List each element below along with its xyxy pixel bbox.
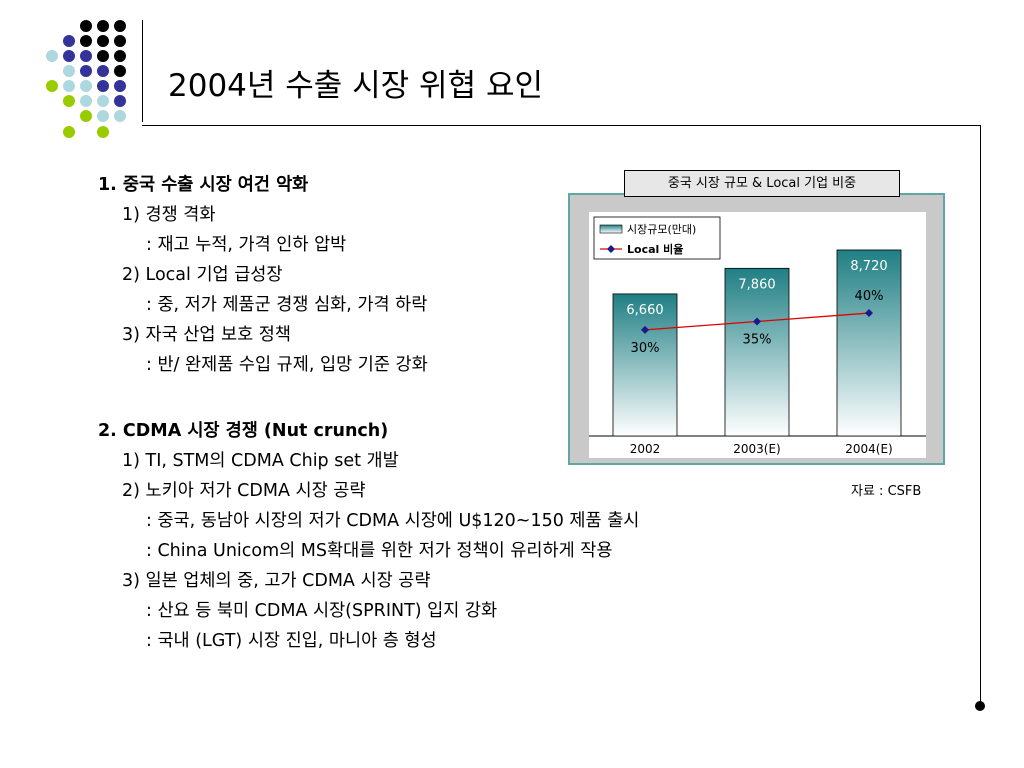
- logo-dot: [97, 80, 109, 92]
- logo-dot: [63, 50, 75, 62]
- legend-label-bar: 시장규모(만대): [627, 223, 696, 236]
- logo-dot: [80, 65, 92, 77]
- section-1-line: 2) Local 기업 급성장: [122, 265, 283, 285]
- section-1-line: 3) 자국 산업 보호 정책: [122, 325, 292, 345]
- chart-legend: [593, 216, 721, 260]
- bar-value-label: 8,720: [850, 259, 887, 274]
- section-2-line: : 중국, 동남아 시장의 저가 CDMA 시장에 U$120~150 제품 출…: [146, 511, 640, 531]
- title-divider-vertical: [142, 20, 143, 122]
- logo-dot: [46, 50, 58, 62]
- logo-dot: [97, 35, 109, 47]
- line-value-label: 30%: [631, 341, 660, 356]
- logo-dot: [97, 95, 109, 107]
- line-value-label: 35%: [743, 332, 772, 347]
- logo-dot: [114, 50, 126, 62]
- logo-dot: [63, 80, 75, 92]
- logo-dot: [80, 50, 92, 62]
- section-2-line: 3) 일본 업체의 중, 고가 CDMA 시장 공략: [122, 571, 431, 591]
- logo-dot: [80, 20, 92, 32]
- logo-dot: [114, 65, 126, 77]
- logo-dot: [63, 95, 75, 107]
- logo-dot: [63, 35, 75, 47]
- category-tick-label: 2004(E): [845, 442, 892, 456]
- section-1-line: : 반/ 완제품 수입 규제, 입망 기준 강화: [146, 355, 428, 375]
- line-marker: [865, 309, 873, 318]
- border-end-dot: [975, 701, 985, 711]
- logo-dot: [46, 80, 58, 92]
- section-2-line: : 산요 등 북미 CDMA 시장(SPRINT) 입지 강화: [146, 601, 498, 621]
- section-1-line: 1) 경쟁 격화: [122, 205, 216, 225]
- logo-dot: [97, 126, 109, 138]
- category-tick-label: 2003(E): [733, 442, 780, 456]
- chart-title: 중국 시장 규모 & Local 기업 비중: [624, 170, 900, 197]
- logo-dot: [114, 95, 126, 107]
- logo-dot: [63, 126, 75, 138]
- category-tick-label: 2002: [630, 442, 661, 456]
- section-2-line: 1) TI, STM의 CDMA Chip set 개발: [122, 451, 399, 471]
- logo-dot: [114, 20, 126, 32]
- logo-dot: [80, 35, 92, 47]
- section-2-heading: 2. CDMA 시장 경쟁 (Nut crunch): [98, 421, 389, 441]
- right-border-line: [980, 125, 981, 705]
- legend-label-line: Local 비율: [627, 242, 683, 256]
- slide-title: 2004년 수출 시장 위협 요인: [168, 68, 543, 104]
- category-axis-band: [589, 436, 926, 458]
- logo-dot: [97, 65, 109, 77]
- line-marker: [641, 325, 649, 334]
- chart: 6,660 2002 7,860 2003(E) 8,720 2004(E) 30% 35% 4…: [589, 212, 926, 458]
- logo-dot: [80, 95, 92, 107]
- logo-dot: [97, 110, 109, 122]
- section-1-heading: 1. 중국 수출 시장 여건 악화: [98, 175, 309, 195]
- title-divider-horizontal: [142, 125, 981, 126]
- section-2-line: 2) 노키아 저가 CDMA 시장 공략: [122, 481, 366, 501]
- logo-dot: [80, 110, 92, 122]
- legend-swatch-bar: [599, 224, 623, 234]
- chart-frame: 6,660 2002 7,860 2003(E) 8,720 2004(E) 30% 35% 4…: [568, 193, 945, 465]
- section-1-line: : 중, 저가 제품군 경쟁 심화, 가격 하락: [146, 295, 428, 315]
- logo-dot: [114, 110, 126, 122]
- section-2-line: : China Unicom의 MS확대를 위한 저가 정책이 유리하게 작용: [146, 541, 613, 561]
- logo-dot: [80, 80, 92, 92]
- section-1-line: : 재고 누적, 가격 인하 압박: [146, 235, 347, 255]
- logo-dot: [114, 80, 126, 92]
- logo-dot: [97, 20, 109, 32]
- section-2-line: : 국내 (LGT) 시장 진입, 마니아 층 형성: [146, 631, 437, 651]
- bar-value-label: 7,860: [738, 277, 775, 292]
- logo-dot: [114, 35, 126, 47]
- line-value-label: 40%: [855, 289, 884, 304]
- logo-dot: [63, 65, 75, 77]
- line-marker: [753, 317, 761, 326]
- bar-2: [836, 249, 902, 437]
- legend-marker: [607, 245, 615, 253]
- bar-1: [724, 267, 790, 437]
- bar-0: [612, 293, 678, 437]
- chart-source: 자료 : CSFB: [851, 484, 922, 499]
- logo-dot: [97, 50, 109, 62]
- bar-value-label: 6,660: [626, 303, 663, 318]
